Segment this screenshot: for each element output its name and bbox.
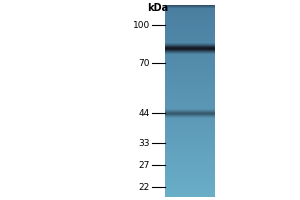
Text: 27: 27 — [139, 160, 150, 170]
Text: 33: 33 — [139, 138, 150, 148]
Text: 100: 100 — [133, 21, 150, 29]
Text: 22: 22 — [139, 182, 150, 192]
Text: 70: 70 — [139, 58, 150, 68]
Text: kDa: kDa — [147, 3, 169, 13]
Text: 44: 44 — [139, 108, 150, 117]
